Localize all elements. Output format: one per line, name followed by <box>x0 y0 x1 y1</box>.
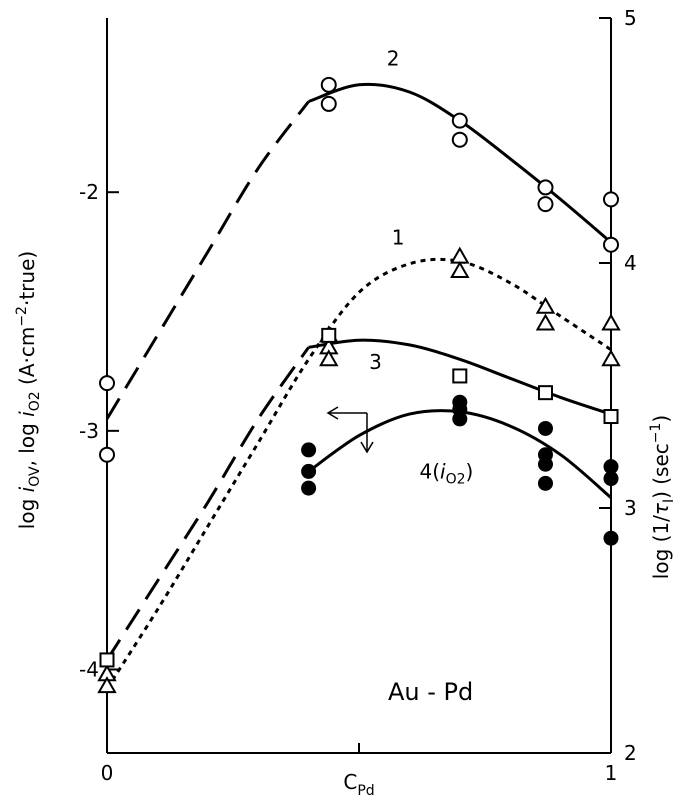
x-tick-label: 0 <box>101 761 114 785</box>
series-2-dashed-line <box>105 100 310 420</box>
series-4-point <box>301 480 317 496</box>
y-right-tick-label: 2 <box>624 741 637 765</box>
series-1-line <box>105 257 612 690</box>
y-left-tick-label: -4 <box>79 657 99 681</box>
series-1-point <box>601 313 621 331</box>
series-2-point <box>99 375 115 392</box>
series-4-point <box>537 475 553 491</box>
x-axis-label: CPd <box>343 770 374 799</box>
series-1-point <box>535 313 556 331</box>
plot-frame <box>106 18 612 754</box>
series-2-point <box>320 76 337 93</box>
series-1-point <box>601 349 621 367</box>
annotation-arrows <box>326 406 374 454</box>
series-3-line <box>308 338 612 416</box>
series-4-point <box>301 463 317 479</box>
left-arrow-head <box>326 406 339 420</box>
series-4-point <box>452 411 468 427</box>
series-2-point <box>99 446 115 463</box>
series-2-label: 2 <box>387 47 400 71</box>
series-4-point <box>603 471 619 487</box>
y-right-tick-label: 5 <box>624 6 637 30</box>
chart-annotation: Au - Pd <box>388 678 473 706</box>
series-1-label: 1 <box>392 226 405 250</box>
series-2-point <box>537 179 554 196</box>
series-1-point <box>450 246 470 264</box>
series-3-point <box>603 409 619 425</box>
x-tick-label: 1 <box>605 761 618 785</box>
series-3-dashed-line <box>105 346 310 661</box>
y-right-tick-label: 4 <box>624 251 637 275</box>
series-4-point <box>537 420 553 436</box>
y-right-axis-label: log (1/τI) (sec−1) <box>648 415 677 579</box>
series-2-point <box>451 131 468 148</box>
series-4-point <box>603 530 619 546</box>
series-4-point <box>301 442 317 458</box>
axis-labels: CPd log iOV, log iO2 (A·cm−2·true) log (1/… <box>14 251 677 799</box>
series-2-point <box>603 191 619 208</box>
axis-ticks: 0 1 -2 -3 -4 2 3 4 5 <box>79 6 637 785</box>
series-3-point <box>321 327 337 343</box>
down-arrow-head <box>360 441 374 454</box>
series-3-label: 3 <box>369 350 382 374</box>
series-1-point <box>535 296 556 314</box>
series-2-point <box>603 236 619 253</box>
series-markers <box>97 76 621 694</box>
y-right-tick-label: 3 <box>624 496 637 520</box>
series-3-point <box>99 652 115 668</box>
y-left-axis-label: log iOV, log iO2 (A·cm−2·true) <box>14 251 43 529</box>
y-left-tick-label: -2 <box>79 180 99 204</box>
series-1-point <box>319 349 339 367</box>
series-4-label: 4(iO2) <box>419 460 473 488</box>
series-2-point <box>451 112 468 129</box>
series-4-point <box>603 459 619 475</box>
series-curves <box>105 82 612 690</box>
series-1-point <box>450 260 470 278</box>
series-1-point <box>97 676 117 694</box>
series-3-point <box>537 385 553 401</box>
series-3-point <box>452 368 468 384</box>
chart-labels: Au - Pd 1 2 3 4(iO2) <box>369 47 473 706</box>
y-left-tick-label: -3 <box>79 419 99 443</box>
series-2-point <box>537 196 554 213</box>
series-2-point <box>320 95 337 112</box>
series-2-line <box>308 82 612 244</box>
series-4-point <box>537 456 553 472</box>
